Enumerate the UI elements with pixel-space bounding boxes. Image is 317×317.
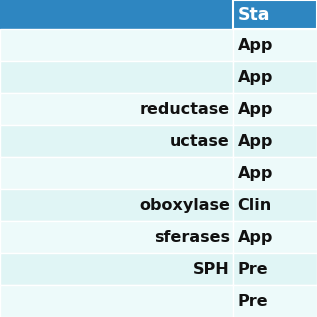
Text: reductase: reductase xyxy=(140,102,230,117)
Bar xyxy=(233,93,317,125)
Text: Pre: Pre xyxy=(238,262,268,277)
Bar xyxy=(0,253,233,285)
Bar xyxy=(233,0,317,29)
Text: Clin: Clin xyxy=(238,198,272,213)
Text: Sta: Sta xyxy=(238,6,270,23)
Bar xyxy=(233,29,317,61)
Bar xyxy=(233,125,317,157)
Text: sferases: sferases xyxy=(154,230,230,245)
Bar xyxy=(233,253,317,285)
Bar xyxy=(0,125,233,157)
Text: App: App xyxy=(238,38,273,53)
Bar xyxy=(0,285,233,317)
Bar xyxy=(233,221,317,253)
Bar xyxy=(233,189,317,221)
Bar xyxy=(233,285,317,317)
Text: App: App xyxy=(238,134,273,149)
Bar xyxy=(0,0,233,29)
Text: App: App xyxy=(238,102,273,117)
Text: App: App xyxy=(238,70,273,85)
Text: App: App xyxy=(238,230,273,245)
Bar xyxy=(233,157,317,189)
Bar xyxy=(0,189,233,221)
Bar xyxy=(0,221,233,253)
Text: App: App xyxy=(238,166,273,181)
Text: oboxylase: oboxylase xyxy=(139,198,230,213)
Bar xyxy=(0,93,233,125)
Bar xyxy=(0,29,233,61)
Bar xyxy=(0,157,233,189)
Bar xyxy=(233,61,317,93)
Text: SPH: SPH xyxy=(193,262,230,277)
Bar xyxy=(0,61,233,93)
Text: Pre: Pre xyxy=(238,294,268,309)
Text: uctase: uctase xyxy=(170,134,230,149)
